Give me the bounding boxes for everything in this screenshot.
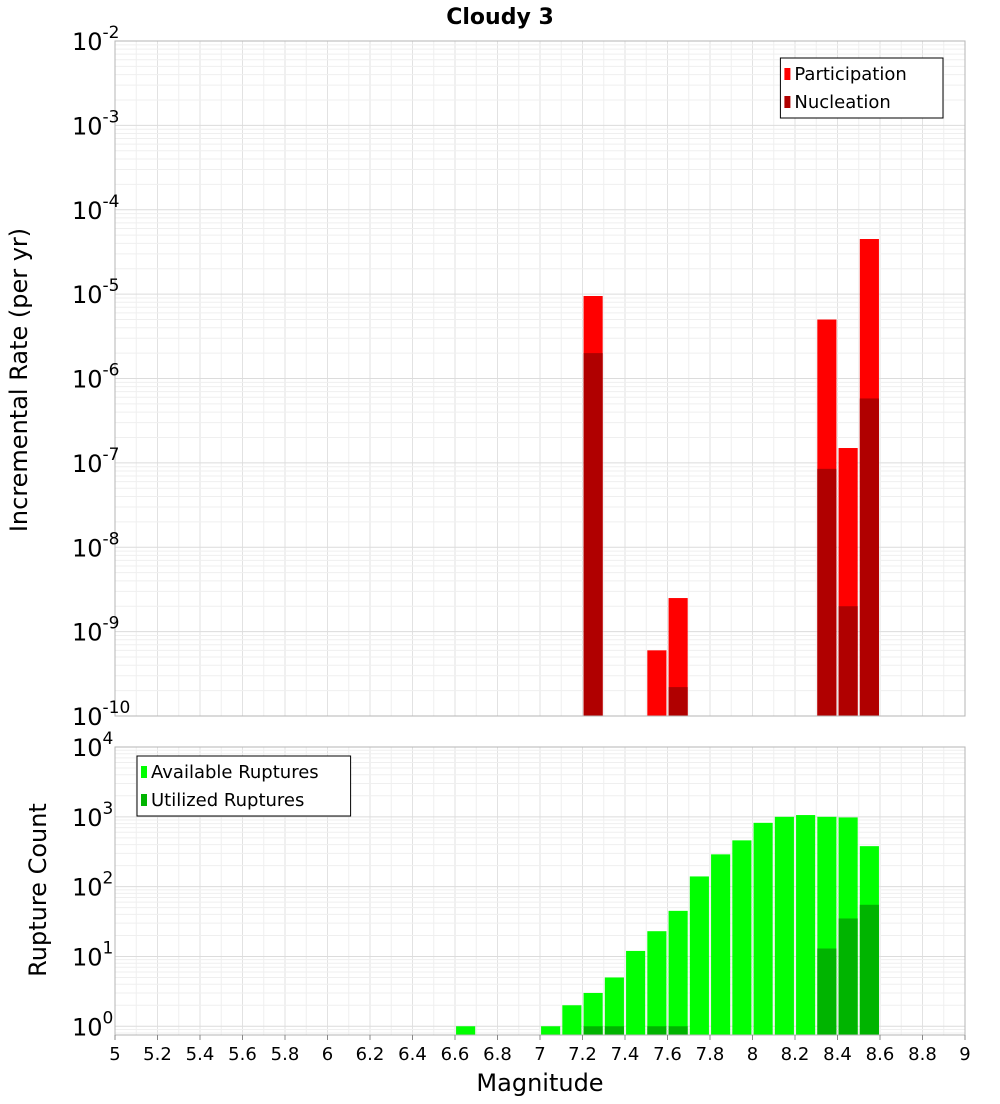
x-tick-label: 6: [322, 1044, 333, 1065]
bottom-y-axis-label: Rupture Count: [24, 803, 52, 977]
bottom-y-tick-label: 100: [72, 1008, 113, 1041]
bottom-bar-1: [583, 1026, 603, 1035]
bottom-bar-1: [668, 1026, 688, 1035]
top-series-1: [583, 353, 879, 716]
bottom-bar-1: [838, 918, 858, 1035]
top-bar-0: [668, 598, 688, 716]
bottom-bar-0: [668, 910, 688, 1035]
x-tick-label: 7.8: [696, 1044, 725, 1065]
bottom-bar-0: [604, 977, 624, 1035]
bottom-y-tick-label: 104: [72, 729, 113, 762]
bottom-series-1: [583, 904, 879, 1035]
top-bar-1: [859, 398, 879, 716]
bottom-bar-0: [562, 1005, 582, 1035]
bottom-legend-box: [136, 755, 352, 817]
top-bar-1: [838, 606, 858, 716]
bottom-bar-0: [626, 950, 646, 1035]
top-y-tick-label: 10-4: [72, 192, 120, 225]
bottom-bar-0: [774, 816, 794, 1035]
bottom-legend-swatch: [141, 766, 147, 778]
x-tick-label: 8.8: [908, 1044, 937, 1065]
top-legend: Participation Nucleation: [779, 57, 944, 119]
bottom-bar-0: [796, 815, 816, 1035]
x-tick-label: 5.2: [143, 1044, 172, 1065]
x-tick-label: 7.4: [611, 1044, 640, 1065]
bottom-y-tick-labels: 100 101 102 103 104: [72, 729, 113, 1041]
top-legend-swatch: [784, 96, 791, 108]
bottom-bar-1: [647, 1026, 667, 1035]
top-bar-1: [583, 353, 603, 716]
top-y-tick-label: 10-10: [72, 698, 130, 731]
bottom-legend: Available Ruptures Utilized Ruptures: [136, 755, 352, 817]
x-tick-label: 6.4: [398, 1044, 427, 1065]
top-y-tick-label: 10-6: [72, 361, 120, 394]
top-bar-0: [647, 650, 667, 716]
chart-title: Cloudy 3: [446, 5, 554, 30]
x-tick-label: 8.6: [866, 1044, 895, 1065]
bottom-legend-label: Utilized Ruptures: [151, 790, 304, 811]
top-legend-box: [779, 57, 944, 119]
bottom-bar-1: [604, 1026, 624, 1035]
top-legend-label: Nucleation: [794, 92, 890, 113]
x-tick-label: 8.4: [823, 1044, 852, 1065]
bottom-bar-0: [732, 840, 752, 1035]
x-tick-label: 9: [959, 1044, 970, 1065]
top-grid: [114, 40, 966, 717]
top-y-tick-label: 10-7: [72, 445, 120, 478]
x-tick-label: 7.6: [653, 1044, 682, 1065]
x-tick-label: 5: [109, 1044, 120, 1065]
top-y-axis-label: Incremental Rate (per yr): [5, 228, 33, 532]
bottom-plot-area: 100 101 102 103 104 Available Ruptures Utilize…: [72, 729, 966, 1041]
top-y-tick-labels: 10-10 10-9 10-8 10-7 10-6 10-5 10-4 10-3 10-2: [72, 23, 130, 731]
x-tick-label: 6.6: [441, 1044, 470, 1065]
x-tick-label: 6.2: [356, 1044, 385, 1065]
top-bar-1: [668, 687, 688, 716]
bottom-y-tick-label: 102: [72, 869, 113, 902]
top-y-tick-label: 10-2: [72, 23, 120, 56]
bottom-bar-0: [583, 992, 603, 1035]
bottom-bar-1: [817, 948, 837, 1035]
top-legend-label: Participation: [794, 64, 906, 85]
bottom-legend-label: Available Ruptures: [151, 762, 319, 783]
bottom-y-tick-label: 103: [72, 799, 113, 832]
bottom-y-tick-label: 101: [72, 938, 113, 971]
x-tick-label: 5.4: [186, 1044, 215, 1065]
top-bar-1: [817, 468, 837, 716]
x-tick-label: 5.8: [271, 1044, 300, 1065]
x-tick-label: 8.2: [781, 1044, 810, 1065]
x-tick-label: 7.2: [568, 1044, 597, 1065]
bottom-bar-0: [753, 822, 773, 1035]
x-tick-label: 5.6: [228, 1044, 257, 1065]
bottom-bar-0: [711, 854, 731, 1035]
x-tick-label: 6.8: [483, 1044, 512, 1065]
top-plot-frame: [114, 40, 966, 717]
bottom-legend-swatch: [141, 794, 147, 806]
bottom-bar-1: [859, 904, 879, 1035]
x-tick-label: 7: [534, 1044, 545, 1065]
bottom-bar-0: [541, 1026, 561, 1035]
top-plot-area: 10-10 10-9 10-8 10-7 10-6 10-5 10-4 10-3 10-2 Par…: [72, 23, 966, 731]
bottom-bar-0: [647, 931, 667, 1035]
x-axis-label: Magnitude: [476, 1069, 603, 1097]
x-tick-label: 8: [747, 1044, 758, 1065]
top-y-tick-label: 10-5: [72, 276, 120, 309]
bottom-bar-0: [456, 1026, 476, 1035]
top-y-tick-label: 10-9: [72, 614, 120, 647]
x-axis-ticks: 5 5.2 5.4 5.6 5.8 6 6.2 6.4 6.6 6.8 7 7.2 7.4 7.6 7.8 8…: [109, 1035, 971, 1065]
top-y-tick-label: 10-3: [72, 107, 120, 140]
bottom-bar-0: [689, 876, 709, 1035]
top-legend-swatch: [784, 68, 791, 80]
top-y-tick-label: 10-8: [72, 529, 120, 562]
